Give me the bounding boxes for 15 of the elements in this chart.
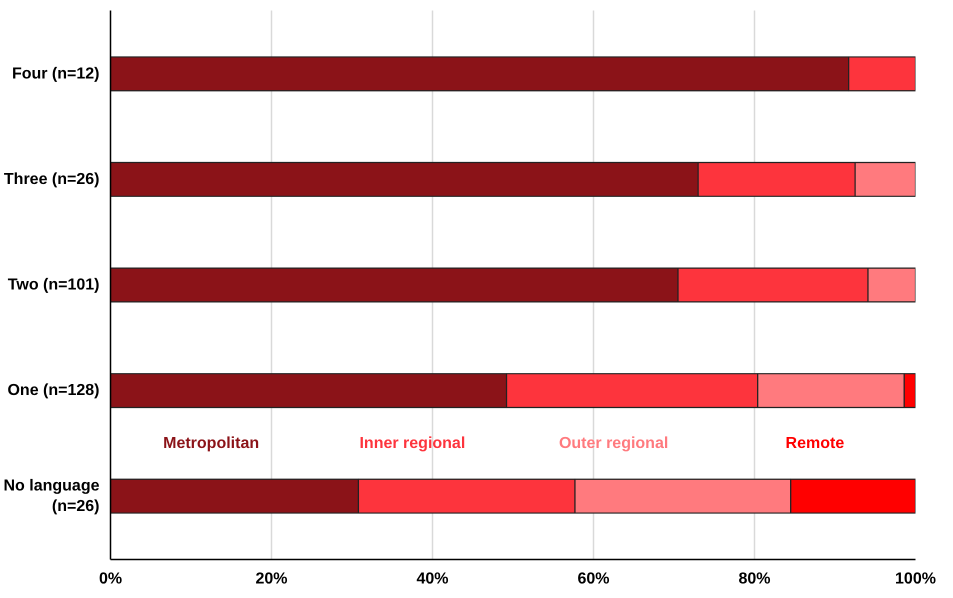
y-tick-label: No language (n=26): [3, 477, 100, 515]
series-label: Remote: [786, 434, 844, 452]
x-tick-label: 80%: [738, 570, 771, 588]
y-tick-label: Four (n=12): [12, 65, 100, 82]
x-tick-label: 40%: [416, 570, 449, 588]
x-tick-label: 0%: [98, 570, 122, 588]
y-tick-label: Three (n=26): [4, 170, 100, 188]
y-tick-label: One (n=128): [7, 382, 100, 400]
series-label: Outer regional: [558, 434, 668, 452]
y-tick-label: Two (n=101): [8, 276, 100, 294]
x-tick-label: 20%: [255, 570, 288, 588]
series-label: Inner regional: [359, 434, 466, 452]
series-label: Metropolitan: [163, 434, 260, 452]
x-tick-label: 60%: [577, 570, 610, 588]
x-tick-label: 100%: [895, 570, 936, 588]
